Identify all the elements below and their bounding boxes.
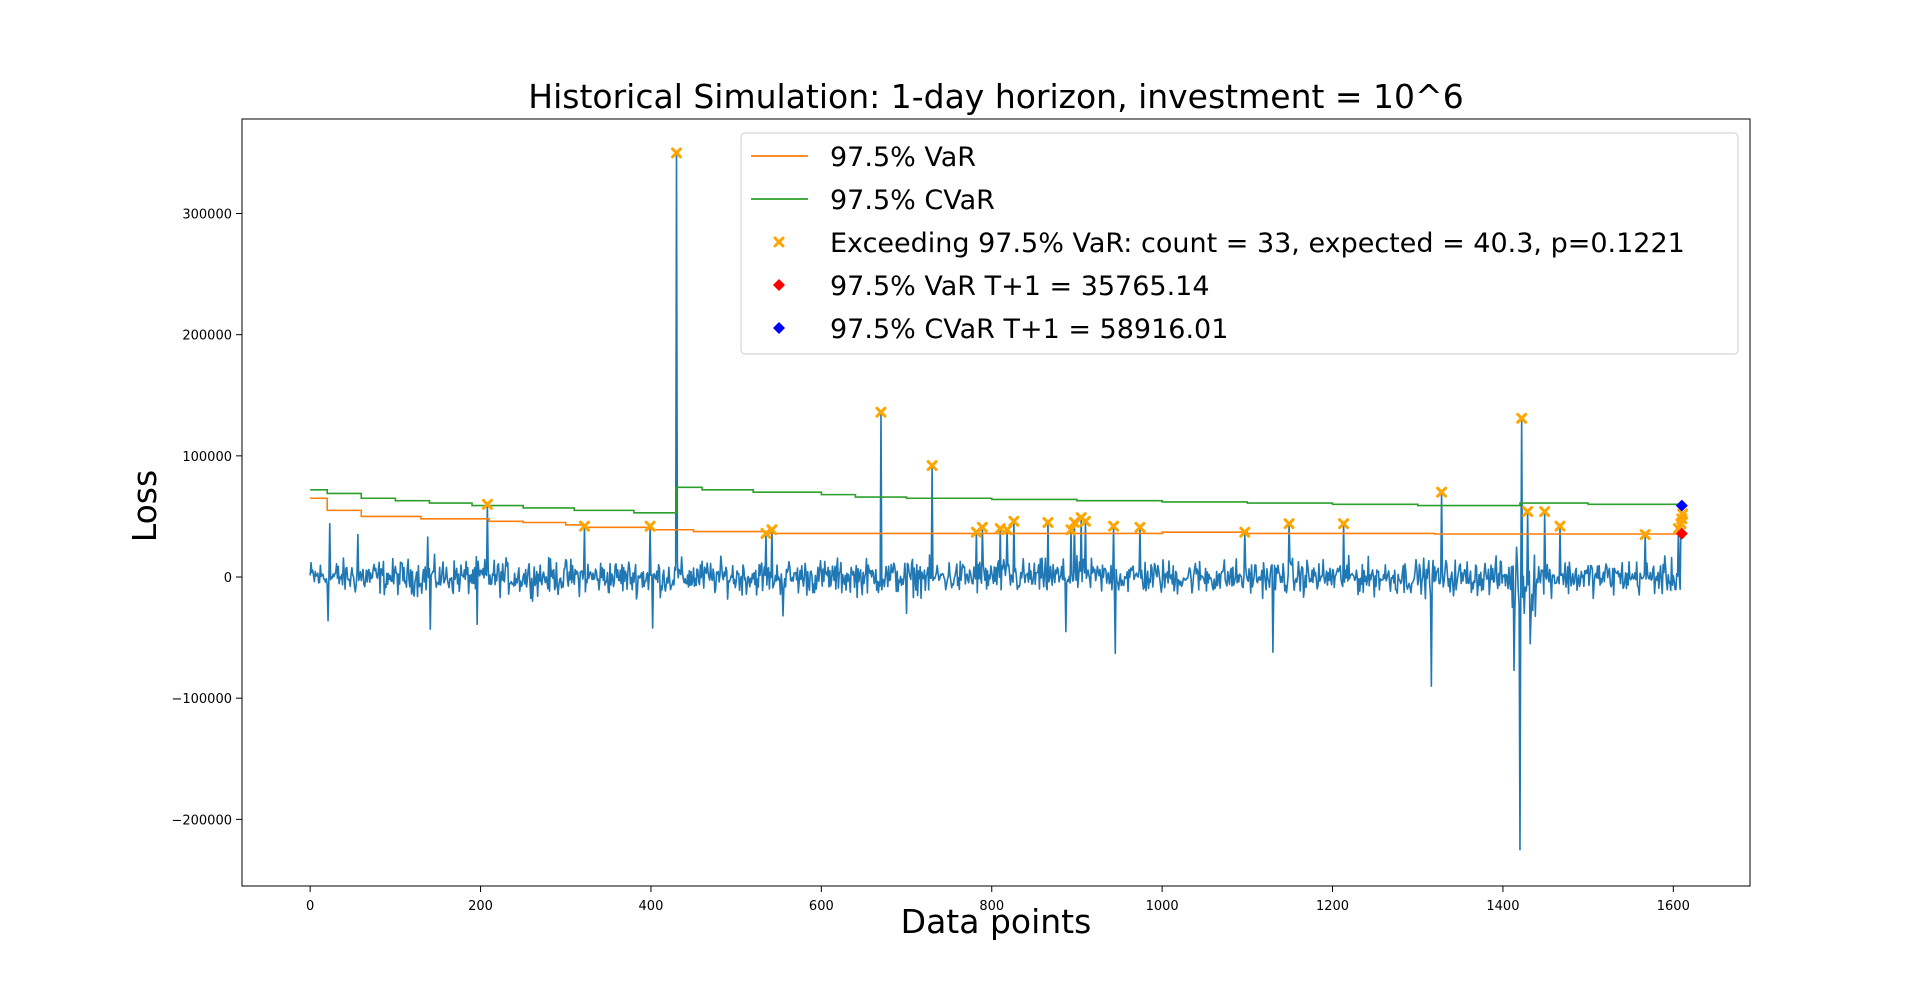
legend-swatch <box>773 236 785 248</box>
exceedance-marker <box>875 406 887 418</box>
exceedance-marker <box>766 524 778 536</box>
exceedance-marker <box>1639 529 1651 541</box>
y-tick-label: 200000 <box>182 329 232 344</box>
chart-title: Historical Simulation: 1-day horizon, in… <box>528 77 1463 116</box>
legend-item: Exceeding 97.5% VaR: count = 33, expecte… <box>773 228 1685 259</box>
exceedance-marker <box>1001 524 1013 536</box>
x-tick-label: 200 <box>468 899 493 914</box>
legend-item: 97.5% CVaR <box>751 185 995 216</box>
x-tick-label: 1600 <box>1657 899 1690 914</box>
cvar-next-marker <box>1675 499 1688 512</box>
exceedance-marker <box>1677 508 1689 520</box>
legend-label: 97.5% VaR T+1 = 35765.14 <box>830 271 1210 302</box>
exceedance-marker <box>926 460 938 472</box>
exceedance-marker <box>1008 515 1020 527</box>
series-line-cvar <box>310 486 1681 514</box>
plot-area: 0 200 400 600 800 1000 1200 1400 1600 −200000 −10… <box>171 118 1751 914</box>
legend-label: Exceeding 97.5% VaR: count = 33, expecte… <box>830 228 1685 259</box>
exceedance-marker <box>1108 520 1120 532</box>
x-tick-label: 1200 <box>1316 899 1349 914</box>
legend-item: 97.5% VaR T+1 = 35765.14 <box>773 271 1210 302</box>
marker-layer <box>481 147 1689 541</box>
exceedance-marker <box>1522 506 1534 518</box>
exceedance-marker <box>578 520 590 532</box>
x-tick-label: 1400 <box>1486 899 1519 914</box>
exceedance-marker <box>481 498 493 510</box>
legend-swatch <box>773 322 785 334</box>
exceedance-marker <box>1436 486 1448 498</box>
y-tick-label: −200000 <box>171 813 232 828</box>
y-axis-label: Loss <box>125 470 164 542</box>
exceedance-marker <box>1283 518 1295 530</box>
exceedance-marker <box>1554 520 1566 532</box>
exceedance-marker <box>671 147 683 159</box>
var-next-marker <box>1675 527 1688 540</box>
exceedance-marker <box>976 521 988 533</box>
legend-label: 97.5% VaR <box>830 142 976 173</box>
exceedance-marker <box>1079 515 1091 527</box>
y-tick-label: 0 <box>224 571 232 586</box>
exceedance-marker <box>760 527 772 539</box>
legend-label: 97.5% CVaR T+1 = 58916.01 <box>830 314 1228 345</box>
x-axis-label: Data points <box>901 902 1092 941</box>
x-tick-label: 0 <box>306 899 314 914</box>
exceedance-marker <box>1239 526 1251 538</box>
x-tick-label: 400 <box>639 899 664 914</box>
exceedance-marker <box>1134 521 1146 533</box>
legend-item: 97.5% VaR <box>751 142 976 173</box>
exceedance-marker <box>1065 524 1077 536</box>
exceedance-marker <box>1042 516 1054 528</box>
exceedance-marker <box>644 520 656 532</box>
x-tick-label: 600 <box>809 899 834 914</box>
y-axis-ticks: −200000 −100000 0 100000 200000 300000 <box>171 208 242 828</box>
x-tick-label: 1000 <box>1146 899 1179 914</box>
legend-swatch <box>773 279 785 291</box>
y-tick-label: −100000 <box>171 692 232 707</box>
legend-item: 97.5% CVaR T+1 = 58916.01 <box>773 314 1228 345</box>
exceedance-marker <box>1338 518 1350 530</box>
legend-box <box>740 132 1739 355</box>
y-tick-label: 300000 <box>182 208 232 223</box>
series-line-loss <box>309 152 1682 851</box>
legend: 97.5% VaR 97.5% CVaR Exceeding 97.5% VaR: … <box>740 132 1739 355</box>
x-tick-label: 800 <box>979 899 1004 914</box>
plot-frame <box>241 118 1751 887</box>
legend-label: 97.5% CVaR <box>830 185 995 216</box>
x-axis-ticks: 0 200 400 600 800 1000 1200 1400 1600 <box>306 886 1690 914</box>
y-tick-label: 100000 <box>182 450 232 465</box>
exceedance-marker <box>1539 506 1551 518</box>
exceedance-marker <box>1516 412 1528 424</box>
